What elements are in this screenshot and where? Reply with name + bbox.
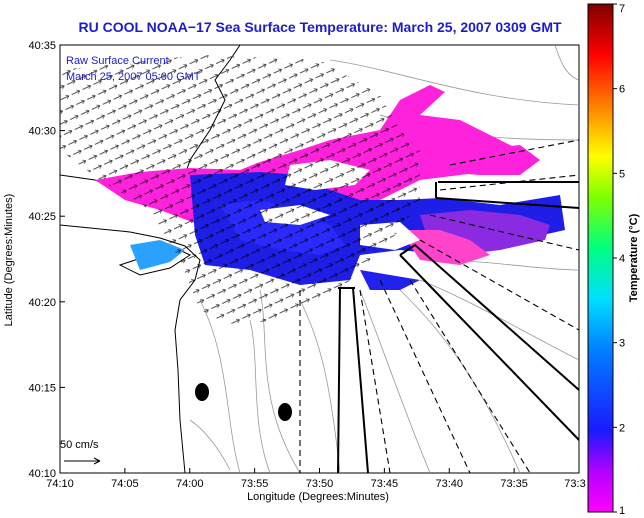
buoy-marker [195, 383, 209, 401]
x-tick-label: 74:00 [176, 478, 204, 490]
x-tick-label: 73:3 [564, 478, 585, 490]
x-tick-label: 74:10 [46, 478, 74, 490]
x-tick-label: 73:50 [306, 478, 334, 490]
raw-current-date: March 25, 2007 05:00 GMT [66, 71, 201, 83]
y-tick-label: 40:20 [28, 297, 56, 309]
x-tick-label: 74:05 [111, 478, 139, 490]
y-axis-label: Latitude (Degrees:Minutes) [3, 194, 15, 327]
colorbar-tick-label: 1 [619, 505, 625, 517]
bathymetry-contours [189, 45, 579, 473]
colorbar-tick-label: 5 [619, 168, 625, 180]
colorbar-label: Temperature (°C) [628, 213, 640, 302]
colorbar-tick-label: 3 [619, 338, 625, 350]
scale-label: 50 cm/s [60, 439, 99, 451]
scale-arrow [64, 457, 101, 465]
y-tick-label: 40:30 [28, 126, 56, 138]
x-tick-label: 73:55 [241, 478, 269, 490]
colorbar-tick-label: 7 [619, 3, 625, 15]
x-axis-label: Longitude (Degrees:Minutes) [247, 491, 389, 503]
colorbar-tick-label: 6 [619, 84, 625, 96]
colorbar-tick-label: 4 [619, 253, 625, 265]
y-tick-label: 40:25 [28, 211, 56, 223]
colorbar-tick-label: 2 [619, 422, 625, 434]
x-tick-label: 73:40 [435, 478, 463, 490]
x-tick-label: 73:35 [500, 478, 528, 490]
y-tick-label: 40:35 [28, 40, 56, 52]
chart-title: RU COOL NOAA−17 Sea Surface Temperature:… [78, 19, 562, 35]
y-tick-label: 40:15 [28, 382, 56, 394]
shipping-channels [337, 181, 579, 473]
raw-current-label: Raw Surface Current [66, 55, 169, 67]
buoy-marker [278, 403, 292, 421]
colorbar-ticks: 1 2 3 4 5 6 7 [613, 3, 625, 517]
x-tick-label: 73:45 [371, 478, 399, 490]
current-vectors [60, 55, 420, 325]
colorbar [587, 3, 614, 513]
y-tick-label: 40:10 [28, 468, 56, 480]
x-axis: 74:10 74:05 74:00 73:55 73:50 73:45 73:40 73:35… [46, 468, 586, 490]
radar-sector-lines [299, 139, 579, 473]
y-axis: 40:10 40:15 40:20 40:25 40:30 40:35 [28, 40, 65, 480]
